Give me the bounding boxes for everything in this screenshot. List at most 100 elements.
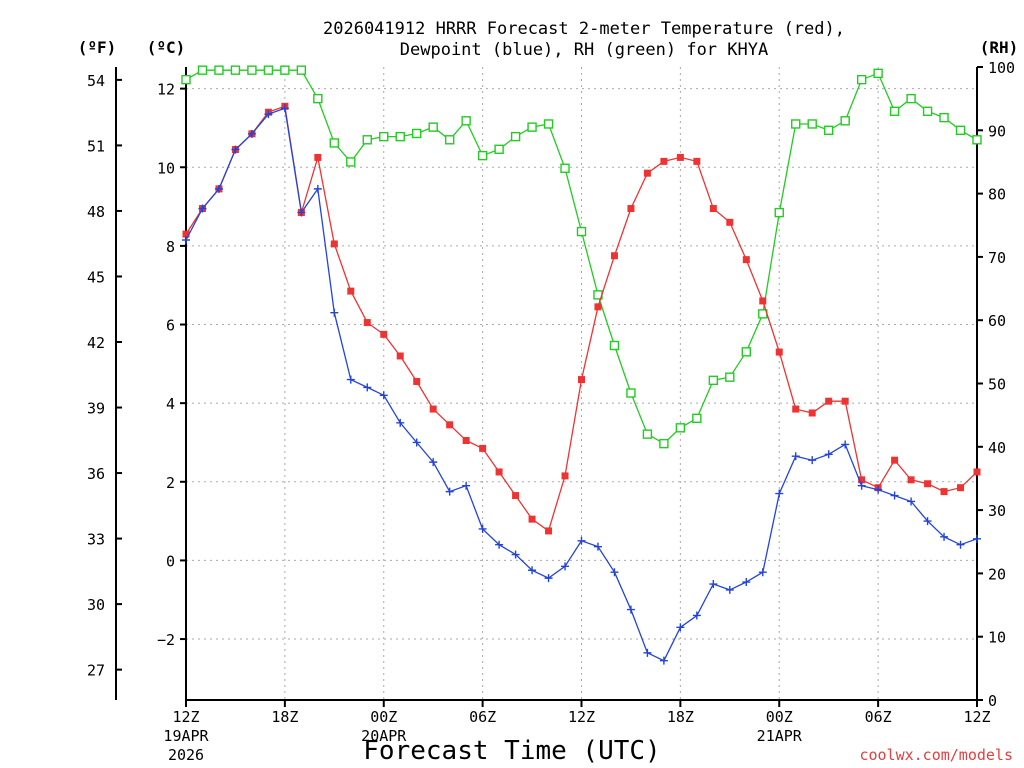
rh-point — [329, 138, 340, 148]
rh-tick-label: 0 — [988, 692, 997, 710]
2-meter-temperature-point — [709, 205, 717, 213]
celsius-tick-label: 6 — [166, 317, 175, 335]
dewpoint-point — [775, 489, 784, 498]
dewpoint-point — [330, 308, 339, 317]
rh-unit-label: (RH) — [980, 38, 1019, 57]
rh-point — [428, 122, 438, 132]
rh-point — [840, 116, 850, 126]
fahrenheit-tick-label: 48 — [87, 203, 105, 221]
rh-point — [889, 106, 900, 117]
2-meter-temperature-point — [363, 319, 371, 327]
x-tick-year: 2026 — [168, 746, 204, 764]
2-meter-temperature-point — [858, 476, 866, 484]
fahrenheit-tick-label: 27 — [87, 662, 105, 680]
rh-point — [906, 93, 916, 104]
rh-point — [873, 68, 883, 79]
celsius-tick-label: 12 — [157, 81, 175, 99]
rh-series — [181, 65, 982, 449]
2-meter-temperature-point — [808, 409, 816, 417]
rh-point — [791, 119, 801, 129]
dewpoint-point — [692, 611, 701, 620]
dewpoint-point — [544, 574, 553, 583]
2-meter-temperature-point — [512, 492, 520, 500]
celsius-tick-label: 8 — [166, 238, 175, 256]
rh-point — [609, 340, 620, 351]
2-meter-temperature-point — [924, 480, 932, 488]
2-meter-temperature-point — [940, 488, 948, 496]
rh-point — [395, 131, 405, 142]
dewpoint-point — [313, 184, 322, 193]
2-meter-temperature-point — [726, 218, 734, 226]
dewpoint-point — [198, 204, 207, 213]
x-tick-label: 12Z — [568, 708, 595, 726]
x-tick-label: 12Z — [963, 708, 990, 726]
dewpoint-point — [643, 648, 652, 657]
rh-tick-label: 60 — [988, 312, 1006, 330]
rh-tick-label: 100 — [988, 59, 1015, 77]
2-meter-temperature-point — [528, 515, 536, 523]
2-meter-temperature-point — [841, 397, 849, 405]
rh-tick-label: 90 — [988, 122, 1006, 140]
dewpoint-point — [874, 485, 883, 494]
axes — [115, 66, 983, 707]
x-tick-date: 21APR — [757, 727, 803, 745]
dewpoint-point — [626, 605, 635, 614]
2-meter-temperature-point — [891, 456, 899, 464]
rh-point — [214, 65, 224, 75]
2-meter-temperature-point — [495, 468, 503, 476]
rh-point — [527, 122, 537, 132]
dewpoint-point — [561, 562, 570, 571]
rh-tick-label: 70 — [988, 249, 1006, 267]
2-meter-temperature-point — [578, 376, 585, 384]
celsius-tick-label: 0 — [166, 552, 175, 570]
dewpoint-point — [495, 540, 504, 549]
rh-point — [280, 65, 290, 75]
dewpoint-point — [379, 391, 388, 400]
x-tick-label: 18Z — [271, 708, 298, 726]
fahrenheit-tick-label: 45 — [87, 268, 105, 286]
rh-point — [230, 65, 241, 75]
dewpoint-point — [709, 580, 718, 589]
fahrenheit-tick-label: 42 — [87, 334, 105, 352]
rh-point — [675, 423, 686, 433]
dewpoint-point — [940, 532, 949, 541]
dewpoint-point — [973, 534, 981, 543]
2-meter-temperature-point — [973, 468, 981, 476]
chart-title-line-1: 2026041912 HRRR Forecast 2-meter Tempera… — [323, 19, 845, 39]
rh-point — [461, 116, 471, 126]
dewpoint-point — [396, 418, 405, 427]
2-meter-temperature-point — [182, 230, 190, 238]
rh-point — [346, 157, 356, 167]
dewpoint-point — [214, 184, 223, 193]
rh-point — [379, 131, 389, 142]
x-tick-label: 12Z — [172, 708, 199, 726]
fahrenheit-tick-label: 33 — [87, 531, 105, 549]
2-meter-temperature-point — [380, 330, 388, 338]
celsius-tick-label: 2 — [166, 474, 175, 492]
rh-point — [263, 65, 274, 75]
rh-tick-label: 40 — [988, 439, 1006, 457]
x-tick-date: 19APR — [163, 727, 209, 745]
fahrenheit-tick-label: 54 — [87, 72, 105, 90]
rh-point — [774, 207, 784, 218]
dewpoint-point — [725, 585, 734, 594]
2-meter-temperature-point — [429, 405, 437, 413]
fahrenheit-unit-label: (ºF) — [78, 38, 117, 57]
dewpoint-point — [676, 623, 685, 632]
2-meter-temperature-point — [742, 256, 750, 264]
rh-point — [708, 375, 719, 386]
rh-point — [444, 135, 455, 145]
dewpoint-point — [231, 145, 240, 154]
celsius-unit-label: (ºC) — [147, 38, 186, 57]
x-axis-title: Forecast Time (UTC) — [363, 736, 660, 766]
x-tick-date: 20APR — [361, 727, 407, 745]
x-tick-label: 18Z — [667, 708, 694, 726]
dewpoint-point — [478, 524, 487, 533]
rh-point — [725, 372, 735, 382]
fahrenheit-tick-label: 30 — [87, 596, 105, 614]
fahrenheit-tick-label: 36 — [87, 465, 105, 483]
celsius-tick-label: 4 — [166, 395, 175, 413]
rh-line — [185, 69, 978, 445]
rh-point — [939, 112, 949, 123]
2-meter-temperature-point — [907, 476, 915, 484]
